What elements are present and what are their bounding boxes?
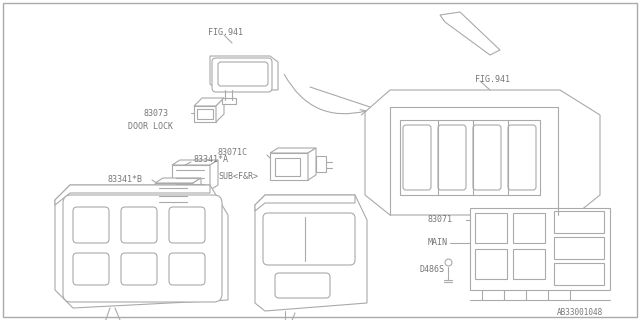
Text: 83341*B: 83341*B — [107, 175, 142, 184]
Polygon shape — [55, 185, 210, 205]
Text: FIG.941: FIG.941 — [475, 75, 510, 84]
FancyBboxPatch shape — [438, 125, 466, 190]
Bar — [197, 109, 213, 119]
Bar — [513, 249, 545, 279]
Polygon shape — [365, 90, 600, 215]
FancyBboxPatch shape — [121, 253, 157, 285]
Text: D486S: D486S — [420, 265, 445, 274]
Polygon shape — [255, 195, 367, 311]
FancyBboxPatch shape — [121, 207, 157, 243]
FancyBboxPatch shape — [73, 253, 109, 285]
Bar — [554, 263, 604, 285]
Bar — [554, 237, 604, 259]
Text: MAIN: MAIN — [428, 238, 448, 247]
Polygon shape — [155, 178, 201, 183]
FancyBboxPatch shape — [73, 207, 109, 243]
FancyBboxPatch shape — [169, 207, 205, 243]
Polygon shape — [255, 195, 355, 211]
Text: AB33001048: AB33001048 — [557, 308, 603, 317]
Bar — [554, 211, 604, 233]
Polygon shape — [308, 148, 316, 180]
Text: DOOR LOCK: DOOR LOCK — [128, 122, 173, 131]
Polygon shape — [172, 160, 218, 165]
Polygon shape — [440, 12, 500, 55]
Text: 83073: 83073 — [143, 109, 168, 118]
Polygon shape — [270, 153, 308, 180]
Text: SUB<F&R>: SUB<F&R> — [218, 172, 258, 181]
FancyBboxPatch shape — [508, 125, 536, 190]
Polygon shape — [193, 178, 201, 208]
Polygon shape — [216, 98, 224, 122]
Bar — [222, 98, 236, 104]
FancyBboxPatch shape — [169, 253, 205, 285]
Bar — [513, 213, 545, 243]
Text: 83071C: 83071C — [218, 148, 248, 157]
Polygon shape — [400, 120, 540, 195]
FancyBboxPatch shape — [263, 213, 355, 265]
Polygon shape — [55, 185, 228, 308]
Polygon shape — [470, 208, 610, 290]
Bar — [316, 156, 326, 172]
FancyBboxPatch shape — [403, 125, 431, 190]
Polygon shape — [210, 160, 218, 190]
Bar — [275, 158, 300, 176]
FancyBboxPatch shape — [218, 62, 268, 86]
Polygon shape — [194, 98, 224, 106]
Text: 83071: 83071 — [428, 215, 453, 224]
Text: FIG.941: FIG.941 — [208, 28, 243, 37]
Polygon shape — [194, 106, 216, 122]
Polygon shape — [210, 56, 278, 90]
Polygon shape — [270, 148, 316, 153]
Text: 83341*A: 83341*A — [194, 155, 229, 164]
FancyBboxPatch shape — [63, 195, 222, 302]
Polygon shape — [155, 183, 193, 208]
Polygon shape — [172, 165, 210, 190]
FancyBboxPatch shape — [212, 58, 272, 92]
Bar — [475, 213, 507, 243]
Bar — [475, 249, 507, 279]
FancyBboxPatch shape — [275, 273, 330, 298]
FancyBboxPatch shape — [473, 125, 501, 190]
